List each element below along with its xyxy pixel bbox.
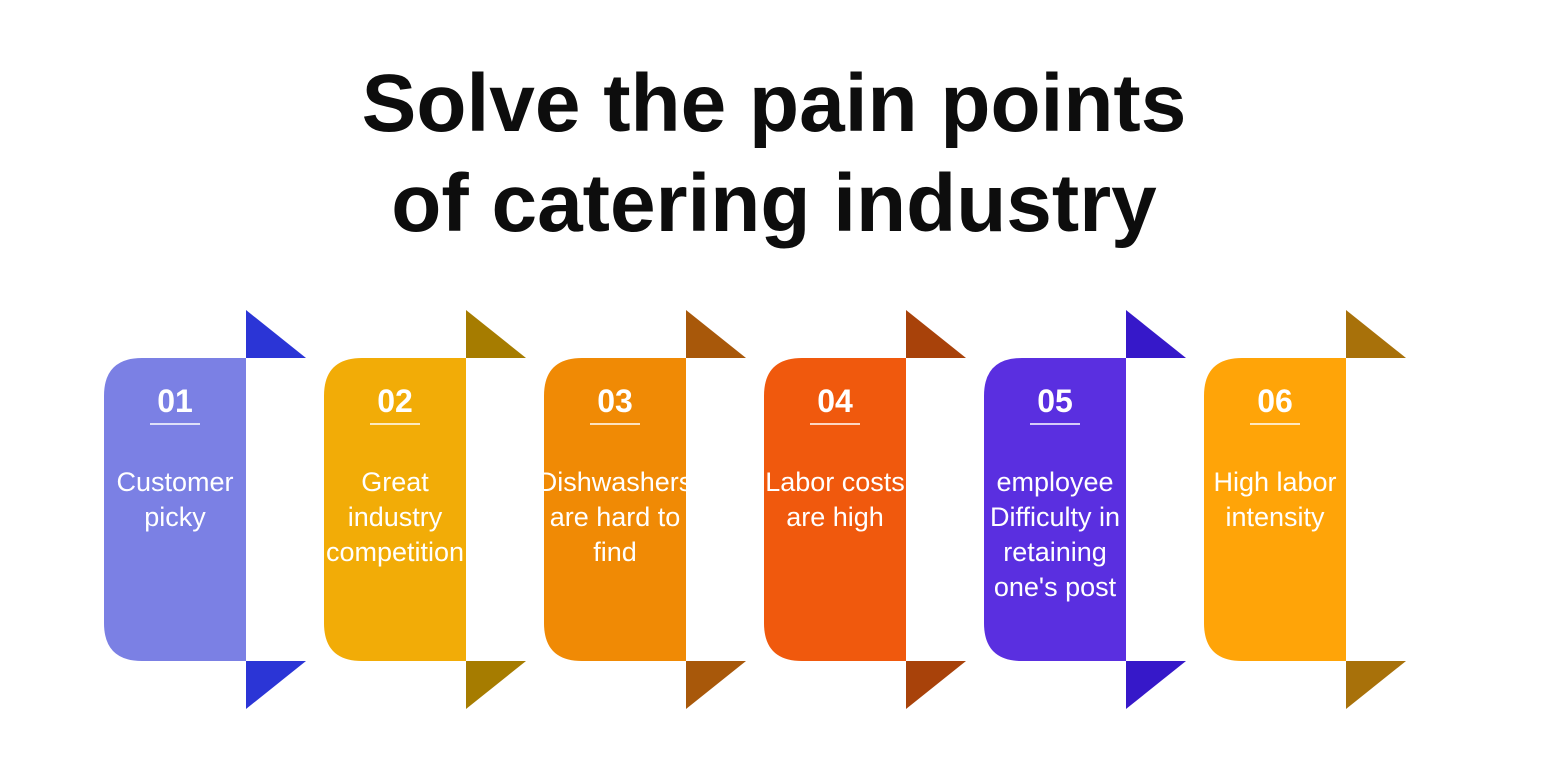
svg-text:Dishwashers: Dishwashers [538, 467, 693, 497]
svg-text:01: 01 [157, 383, 193, 419]
svg-text:are high: are high [786, 502, 884, 532]
svg-text:Labor costs: Labor costs [765, 467, 905, 497]
svg-text:industry: industry [348, 502, 443, 532]
svg-text:06: 06 [1257, 383, 1293, 419]
svg-text:employee: employee [996, 467, 1113, 497]
svg-text:intensity: intensity [1225, 502, 1325, 532]
svg-text:High labor: High labor [1213, 467, 1336, 497]
svg-text:competition: competition [326, 537, 464, 567]
svg-text:one's post: one's post [994, 572, 1117, 602]
svg-text:03: 03 [597, 383, 633, 419]
svg-text:Customer: Customer [116, 467, 233, 497]
svg-text:04: 04 [817, 383, 853, 419]
svg-text:are hard to: are hard to [550, 502, 681, 532]
svg-text:Difficulty in: Difficulty in [990, 502, 1120, 532]
svg-text:picky: picky [144, 502, 206, 532]
svg-text:05: 05 [1037, 383, 1073, 419]
svg-text:02: 02 [377, 383, 413, 419]
svg-text:Great: Great [361, 467, 429, 497]
svg-text:find: find [593, 537, 637, 567]
svg-text:retaining: retaining [1003, 537, 1107, 567]
